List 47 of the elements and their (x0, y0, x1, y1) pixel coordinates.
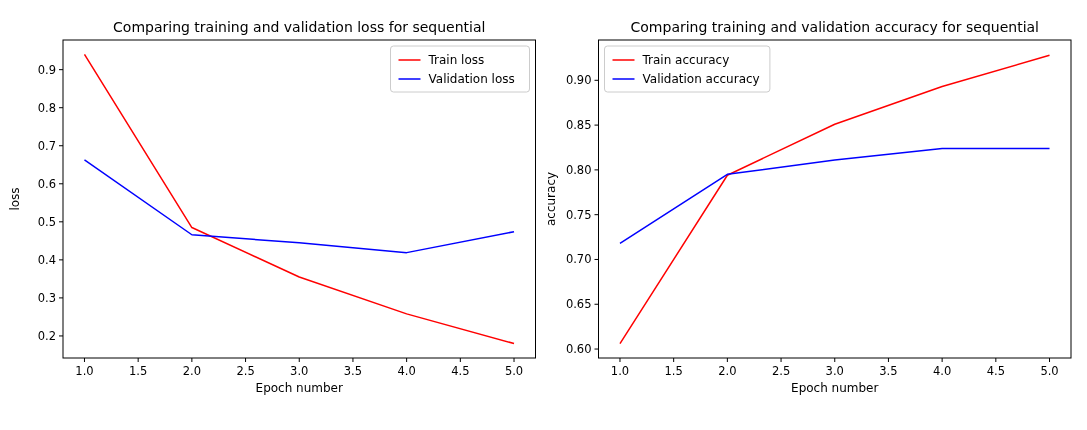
y-tick-label: 0.70 (565, 252, 592, 267)
x-tick-label: 5.0 (1040, 364, 1059, 378)
x-tick-label: 1.0 (610, 364, 630, 378)
line-series (619, 54, 1051, 345)
x-tick-label: 2.0 (718, 364, 737, 378)
x-tick-label: 3.5 (879, 364, 898, 378)
y-tick-label: 0.8 (37, 100, 56, 115)
y-tick-label: 0.9 (37, 62, 56, 77)
x-axis-title: Epoch number (255, 381, 344, 395)
line-series (83, 159, 515, 254)
y-tick-label: 0.80 (565, 162, 592, 177)
legend-label: Validation loss (428, 72, 515, 87)
x-tick-label: 2.5 (771, 364, 791, 378)
y-tick-label: 0.2 (37, 328, 56, 343)
x-tick-label: 1.0 (75, 364, 94, 378)
y-tick-label: 0.6 (37, 176, 56, 191)
legend-label: Train loss (427, 53, 485, 68)
x-tick-label: 3.0 (290, 364, 309, 378)
x-axis-title: Epoch number (791, 381, 879, 395)
y-tick-label: 0.3 (37, 290, 56, 305)
y-tick-label: 0.85 (565, 118, 592, 133)
x-tick-label: 4.5 (986, 364, 1005, 378)
x-tick-label: 5.0 (504, 364, 524, 378)
y-tick-label: 0.7 (37, 138, 56, 153)
y-tick-label: 0.4 (37, 252, 56, 267)
x-tick-label: 3.5 (343, 364, 363, 378)
x-tick-label: 3.0 (825, 364, 844, 378)
y-axis-title: loss (8, 187, 22, 211)
x-tick-label: 1.5 (129, 364, 148, 378)
x-tick-label: 2.0 (182, 364, 202, 378)
y-tick-label: 0.90 (565, 73, 592, 88)
legend-label: Train accuracy (641, 53, 730, 68)
x-tick-label: 4.0 (397, 364, 416, 378)
x-tick-label: 2.5 (236, 364, 255, 378)
x-tick-label: 4.5 (451, 364, 470, 378)
line-series (619, 147, 1051, 245)
y-tick-label: 0.60 (565, 342, 592, 357)
y-axis-title: accuracy (543, 171, 558, 227)
line-series (83, 53, 515, 345)
chart-title: Comparing training and validation loss for sequential (113, 19, 486, 35)
legend-label: Validation accuracy (642, 72, 760, 87)
chart-title: Comparing training and validation accuracy for sequential (630, 19, 1039, 35)
y-tick-label: 0.5 (37, 214, 56, 229)
x-tick-label: 1.5 (664, 364, 683, 378)
y-tick-label: 0.65 (565, 297, 592, 312)
y-tick-label: 0.75 (565, 207, 592, 222)
x-tick-label: 4.0 (932, 364, 952, 378)
